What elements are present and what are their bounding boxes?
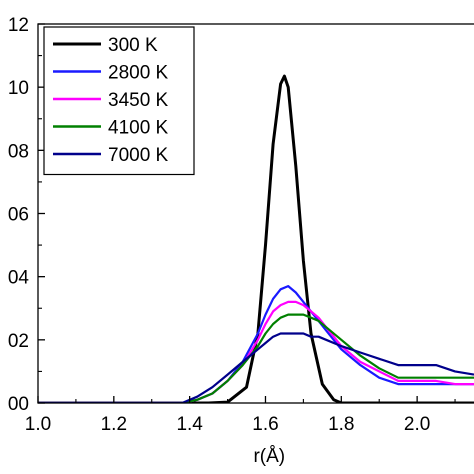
series-line-4100-k [38,313,474,403]
series-line-3450-k [38,300,474,403]
x-tick-label: 1.4 [176,414,203,435]
y-tick-label: 06 [8,205,29,226]
legend-label: 300 K [108,35,158,56]
legend-label: 4100 K [108,118,169,139]
x-tick-label: 1.6 [252,414,278,435]
x-tick-label: 1.8 [328,414,354,435]
legend-label: 3450 K [108,90,169,111]
series-line-7000-k [38,332,474,403]
plot-lines [38,74,474,403]
y-tick-label: 00 [8,394,29,415]
y-tick-label: 04 [8,268,30,289]
legend: 300 K 2800 K 3450 K 4100 K 7000 K [43,26,195,176]
legend-label: 7000 K [108,145,169,166]
tick-labels: 1.0 1.2 1.4 1.6 1.8 2.0 00 02 04 06 08 10 12 [8,15,430,435]
series-line-300-k [38,74,474,403]
y-tick-label: 08 [8,141,29,162]
y-tick-label: 10 [8,78,29,99]
legend-box [43,26,195,176]
x-tick-label: 1.2 [101,414,127,435]
x-tick-label: 1.0 [25,414,51,435]
y-tick-label: 12 [8,15,29,36]
legend-label: 2800 K [108,63,169,84]
y-tick-label: 02 [8,331,29,352]
x-axis-title: r(Å) [253,446,285,467]
x-tick-label: 2.0 [404,414,430,435]
